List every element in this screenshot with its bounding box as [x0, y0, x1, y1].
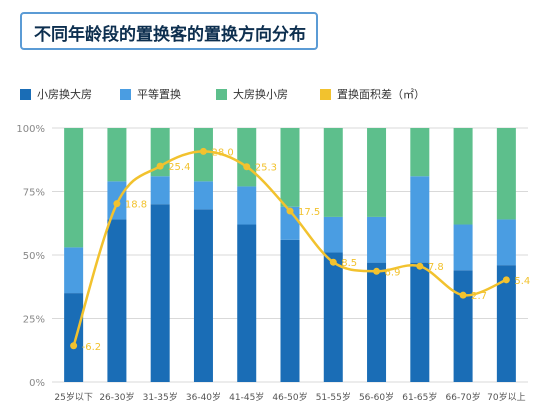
bar-segment-big-to-small — [453, 128, 473, 225]
legend: 小房换大房 平等置换 大房换小房 置换面积差（㎡） — [20, 86, 530, 102]
area-diff-point — [113, 200, 121, 208]
x-tick-label: 31-35岁 — [143, 391, 178, 403]
bar-segment-big-to-small — [367, 128, 387, 217]
x-tick-label: 61-65岁 — [402, 391, 437, 403]
legend-swatch-big-to-small — [216, 88, 227, 100]
bar-segment-small-to-big — [64, 293, 84, 382]
area-diff-label: -6.2 — [82, 342, 102, 353]
y-tick-label: 0% — [29, 378, 45, 389]
bar-segment-small-to-big — [193, 209, 213, 382]
legend-item-equal: 平等置换 — [120, 86, 181, 102]
y-tick-label: 75% — [23, 188, 45, 199]
area-diff-label: 5.4 — [514, 276, 530, 287]
legend-label-area-diff: 置换面积差（㎡） — [337, 88, 425, 101]
area-diff-point — [416, 262, 424, 270]
x-tick-label: 41-45岁 — [229, 391, 264, 403]
area-diff-label: 7.8 — [428, 262, 444, 273]
bar-segment-small-to-big — [410, 262, 430, 382]
x-tick-label: 46-50岁 — [272, 391, 307, 403]
x-tick-label: 36-40岁 — [186, 391, 221, 403]
bar-segment-equal — [496, 219, 516, 266]
area-diff-point — [373, 267, 381, 275]
area-diff-line — [72, 150, 507, 347]
legend-item-big-to-small: 大房换小房 — [216, 86, 288, 102]
bar-segment-small-to-big — [367, 262, 387, 382]
bar-segment-big-to-small — [280, 128, 300, 207]
bar-segment-equal — [453, 224, 473, 271]
area-diff-point — [70, 342, 78, 350]
bar-segment-small-to-big — [150, 204, 170, 382]
legend-swatch-small-to-big — [20, 88, 31, 100]
legend-label-small-to-big: 小房换大房 — [37, 88, 92, 101]
area-diff-point — [199, 147, 207, 155]
bar-segment-big-to-small — [323, 128, 343, 217]
area-diff-label: 8.5 — [341, 258, 357, 269]
bar-segment-small-to-big — [280, 239, 300, 382]
x-tick-label: 56-60岁 — [359, 391, 394, 403]
chart-title: 不同年龄段的置换客的置换方向分布 — [34, 25, 306, 45]
bar-segment-small-to-big — [107, 219, 127, 382]
area-diff-point — [502, 276, 510, 284]
area-diff-point — [286, 207, 294, 215]
bar-segment-equal — [410, 176, 430, 263]
bar-segment-small-to-big — [453, 270, 473, 382]
x-tick-label: 70岁以上 — [487, 391, 525, 403]
bar-segment-equal — [323, 216, 343, 253]
bar-segment-big-to-small — [64, 128, 84, 248]
area-diff-label: 28.0 — [211, 147, 233, 158]
title-frame — [20, 12, 318, 50]
y-tick-label: 25% — [23, 315, 45, 326]
bar-segment-equal — [367, 216, 387, 263]
area-diff-point — [459, 291, 467, 299]
x-tick-label: 26-30岁 — [99, 391, 134, 403]
bar-segment-small-to-big — [323, 252, 343, 382]
x-tick-label: 25岁以下 — [54, 391, 92, 403]
bar-segment-big-to-small — [237, 128, 257, 187]
bar-segment-equal — [150, 176, 170, 205]
area-diff-point — [156, 162, 164, 170]
area-diff-point — [243, 163, 251, 171]
legend-swatch-area-diff — [320, 88, 331, 100]
area-diff-label: 18.8 — [125, 200, 147, 211]
legend-swatch-equal — [120, 88, 131, 100]
legend-item-small-to-big: 小房换大房 — [20, 86, 92, 102]
bar-segment-equal — [193, 181, 213, 210]
y-tick-label: 100% — [16, 124, 45, 135]
bar-segment-big-to-small — [107, 128, 127, 182]
legend-label-equal: 平等置换 — [137, 88, 181, 101]
legend-label-big-to-small: 大房换小房 — [233, 88, 288, 101]
bar-segment-equal — [237, 186, 257, 225]
bar-segment-equal — [64, 247, 84, 294]
area-diff-label: 6.9 — [385, 267, 401, 278]
bar-segment-big-to-small — [410, 128, 430, 177]
area-diff-label: 2.7 — [471, 291, 487, 302]
x-tick-label: 51-55岁 — [316, 391, 351, 403]
bar-segment-big-to-small — [496, 128, 516, 220]
area-diff-label: 17.5 — [298, 207, 320, 218]
area-diff-label: 25.4 — [168, 162, 190, 173]
x-tick-label: 66-70岁 — [446, 391, 481, 403]
area-diff-point — [329, 258, 337, 266]
y-tick-label: 50% — [23, 251, 45, 262]
legend-item-area-diff: 置换面积差（㎡） — [320, 86, 425, 102]
area-diff-label: 25.3 — [255, 163, 277, 174]
bar-segment-small-to-big — [237, 224, 257, 382]
bar-segment-small-to-big — [496, 265, 516, 382]
